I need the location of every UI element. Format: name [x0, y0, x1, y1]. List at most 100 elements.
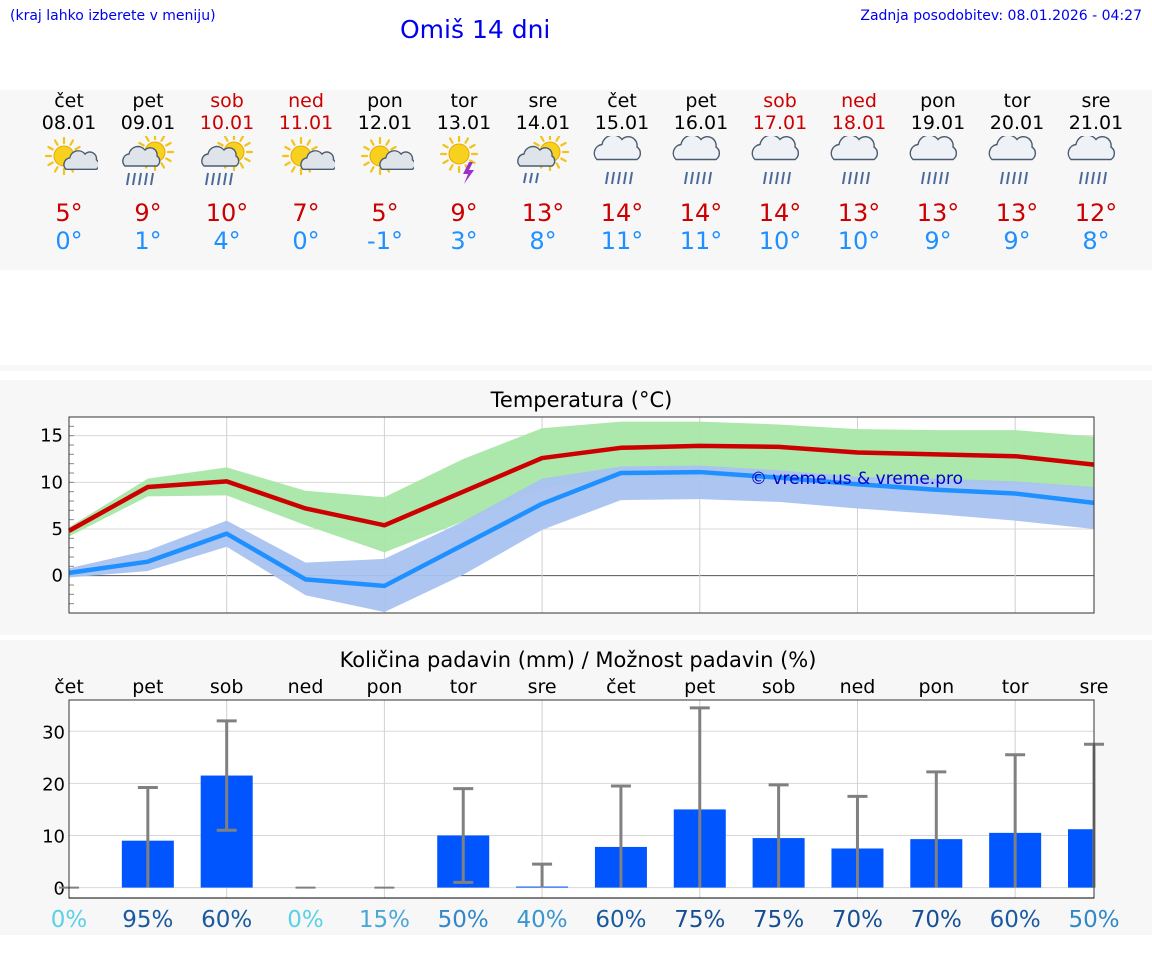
- x-category-label: pon: [918, 676, 954, 698]
- day-date: 20.01: [989, 112, 1045, 134]
- sun-cloud-rain-icon: [201, 136, 254, 186]
- precip-chance-label: 60%: [201, 907, 252, 933]
- sun-cloud-icon: [360, 136, 414, 176]
- chart-title: Količina padavin (mm) / Možnost padavin …: [340, 648, 817, 672]
- min-temperature: 0°: [292, 227, 320, 255]
- precip-bar: [1068, 829, 1094, 888]
- day-date: 09.01: [120, 112, 176, 134]
- sun-cloud-icon: [281, 136, 335, 176]
- day-date: 14.01: [515, 112, 571, 134]
- precip-chance-label: 70%: [911, 907, 962, 933]
- min-temperature: 8°: [529, 227, 557, 255]
- y-tick-label: 20: [42, 774, 65, 795]
- x-category-label: sob: [762, 676, 796, 698]
- day-date: 10.01: [199, 112, 255, 134]
- precip-chance-label: 15%: [359, 907, 410, 933]
- day-name: čet: [607, 90, 637, 112]
- min-temp-line: [68, 469, 1095, 589]
- precip-chance-label: 50%: [438, 907, 489, 933]
- day-date: 18.01: [831, 112, 887, 134]
- chart-title: Temperatura (°C): [490, 388, 673, 412]
- temperature-chart: Temperatura (°C) 0 5 10 15 © vreme.us & vreme…: [40, 388, 1095, 614]
- max-temperature: 14°: [679, 199, 723, 227]
- day-date: 17.01: [752, 112, 808, 134]
- cloud-rain-icon: [751, 136, 799, 185]
- x-category-label: pet: [684, 676, 715, 698]
- day-name: sob: [763, 90, 797, 112]
- min-temperature: 11°: [600, 227, 644, 255]
- precip-chance-label: 0%: [51, 907, 88, 933]
- max-temperature: 7°: [292, 199, 320, 227]
- min-temperature: 8°: [1082, 227, 1110, 255]
- max-temperature: 12°: [1074, 199, 1118, 227]
- last-update: Zadnja posodobitev: 08.01.2026 - 04:27: [860, 8, 1142, 24]
- cloud-rain-icon: [593, 136, 641, 185]
- precip-chance-label: 60%: [990, 907, 1041, 933]
- x-category-label: tor: [450, 676, 477, 698]
- y-tick-label: 5: [52, 519, 63, 540]
- min-temp-range-band: [69, 465, 1094, 613]
- day-name: pet: [132, 90, 164, 112]
- max-temperature: 9°: [134, 199, 162, 227]
- min-temperature: 9°: [1003, 227, 1031, 255]
- cloud-rain-icon: [672, 136, 720, 185]
- day-name: pon: [367, 90, 403, 112]
- day-name: ned: [288, 90, 324, 112]
- x-category-label: pet: [132, 676, 163, 698]
- day-date: 19.01: [910, 112, 966, 134]
- sun-lightning-icon: [439, 136, 479, 184]
- cloud-rain-icon: [830, 136, 878, 185]
- min-temperature: 10°: [758, 227, 802, 255]
- day-name: ned: [841, 90, 877, 112]
- precip-chance-label: 70%: [832, 907, 883, 933]
- x-category-label: čet: [606, 676, 636, 698]
- x-category-label: ned: [288, 676, 324, 698]
- day-name: sob: [210, 90, 244, 112]
- precip-chance-label: 0%: [287, 907, 324, 933]
- min-temperature: 9°: [924, 227, 952, 255]
- x-category-label: ned: [840, 676, 876, 698]
- cloud-rain-icon: [909, 136, 957, 185]
- day-date: 21.01: [1068, 112, 1124, 134]
- location-note: (kraj lahko izberete v meniju): [10, 8, 216, 24]
- day-name: pet: [685, 90, 717, 112]
- watermark: © vreme.us & vreme.pro: [750, 469, 963, 489]
- x-category-label: sre: [1080, 676, 1109, 698]
- max-temperature: 10°: [205, 199, 249, 227]
- precipitation-chart: Količina padavin (mm) / Možnost padavin …: [42, 648, 1119, 933]
- daily-forecast-strip: čet 08.01 5° 0° pet 09.01 9° 1° sob 10.01 10° 4° ned…: [0, 90, 1152, 270]
- max-temp-range-band: [69, 421, 1094, 553]
- sun-cloud-light-rain-icon: [517, 136, 570, 184]
- day-date: 15.01: [594, 112, 650, 134]
- cloud-rain-icon: [1067, 136, 1115, 185]
- precip-chance-label: 95%: [122, 907, 173, 933]
- x-category-label: pon: [367, 676, 403, 698]
- x-category-label: čet: [54, 676, 84, 698]
- day-name: sre: [1081, 90, 1111, 112]
- min-temperature: 3°: [450, 227, 478, 255]
- day-date: 08.01: [41, 112, 97, 134]
- plot-frame: [68, 416, 1095, 614]
- precipitation-panel: Količina padavin (mm) / Možnost padavin …: [0, 640, 1152, 935]
- precip-chance-label: 75%: [674, 907, 725, 933]
- max-temperature: 13°: [995, 199, 1039, 227]
- temperature-panel: Temperatura (°C) 0 5 10 15 © vreme.us & vreme…: [0, 380, 1152, 635]
- min-temperature: 4°: [213, 227, 241, 255]
- day-name: tor: [1003, 90, 1031, 112]
- max-temperature: 5°: [371, 199, 399, 227]
- page-title: Omiš 14 dni: [400, 15, 551, 44]
- day-name: čet: [54, 90, 84, 112]
- max-temperature: 9°: [450, 199, 478, 227]
- day-date: 11.01: [278, 112, 334, 134]
- day-date: 12.01: [357, 112, 413, 134]
- min-temperature: -1°: [367, 227, 403, 255]
- y-tick-label: 15: [40, 426, 63, 447]
- day-name: pon: [920, 90, 956, 112]
- min-temperature: 1°: [134, 227, 162, 255]
- precip-chance-label: 40%: [517, 907, 568, 933]
- y-tick-label: 10: [40, 472, 63, 493]
- max-temperature: 14°: [600, 199, 644, 227]
- y-tick-label: 30: [42, 722, 65, 743]
- precip-chance-label: 50%: [1068, 907, 1119, 933]
- min-temperature: 11°: [679, 227, 723, 255]
